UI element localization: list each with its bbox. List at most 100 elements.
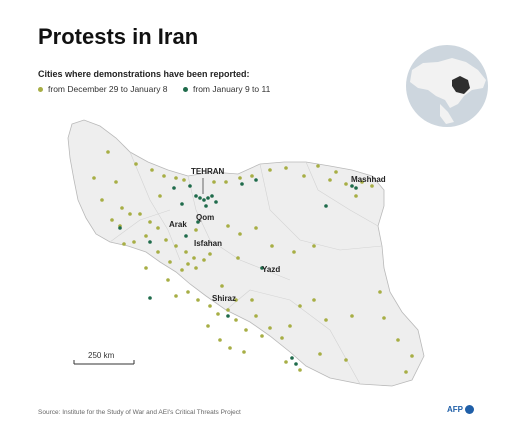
early-protest-marker (382, 316, 386, 320)
late-protest-marker (196, 220, 200, 224)
late-protest-marker (294, 362, 298, 366)
early-protest-marker (132, 240, 136, 244)
early-protest-marker (302, 174, 306, 178)
legend-item-late: from January 9 to 11 (183, 84, 270, 94)
early-protest-markers (92, 150, 414, 374)
early-protest-marker (174, 176, 178, 180)
early-protest-marker (226, 308, 230, 312)
early-protest-marker (212, 180, 216, 184)
late-protest-marker (290, 356, 294, 360)
credit-text: AFP (447, 405, 463, 414)
early-protest-marker (220, 284, 224, 288)
late-protest-markers (118, 178, 358, 366)
early-protest-marker (250, 174, 254, 178)
early-protest-marker (114, 180, 118, 184)
source-note: Source: Institute for the Study of War a… (38, 409, 241, 416)
early-protest-marker (206, 324, 210, 328)
early-protest-marker (216, 312, 220, 316)
early-protest-marker (138, 212, 142, 216)
legend-label-late: from January 9 to 11 (193, 84, 271, 94)
early-protest-marker (298, 304, 302, 308)
early-protest-marker (194, 266, 198, 270)
late-protest-marker (188, 184, 192, 188)
early-protest-marker (184, 250, 188, 254)
early-protest-marker (218, 338, 222, 342)
late-protest-marker (354, 186, 358, 190)
late-protest-marker (214, 200, 218, 204)
early-protest-marker (202, 258, 206, 262)
legend-heading: Cities where demonstrations have been re… (38, 69, 250, 79)
legend-item-early: from December 29 to January 8 (38, 84, 168, 94)
early-protest-marker (350, 314, 354, 318)
early-protest-marker (168, 260, 172, 264)
city-label-shiraz: Shiraz (212, 294, 237, 303)
city-label-yazd: Yazd (262, 265, 281, 274)
legend-dot-late (183, 86, 188, 92)
early-protest-marker (144, 266, 148, 270)
early-protest-marker (144, 234, 148, 238)
early-protest-marker (92, 176, 96, 180)
late-protest-marker (204, 204, 208, 208)
early-protest-marker (298, 368, 302, 372)
early-protest-marker (186, 262, 190, 266)
late-protest-marker (206, 196, 210, 200)
early-protest-marker (238, 176, 242, 180)
early-protest-marker (100, 198, 104, 202)
early-protest-marker (180, 268, 184, 272)
city-label-isfahan: Isfahan (194, 239, 223, 248)
early-protest-marker (128, 212, 132, 216)
late-protest-marker (260, 266, 264, 270)
map-title: Protests in Iran (38, 24, 199, 49)
early-protest-marker (292, 250, 296, 254)
early-protest-marker (156, 226, 160, 230)
credit-logo-dot (465, 405, 474, 414)
city-label-arak: Arak (169, 220, 187, 229)
late-protest-marker (202, 198, 206, 202)
late-protest-marker (194, 194, 198, 198)
early-protest-marker (110, 218, 114, 222)
early-protest-marker (354, 194, 358, 198)
late-protest-marker (226, 314, 230, 318)
early-protest-marker (106, 150, 110, 154)
early-protest-marker (134, 162, 138, 166)
scale-bar (73, 360, 135, 365)
early-protest-marker (234, 318, 238, 322)
early-protest-marker (268, 326, 272, 330)
early-protest-marker (328, 178, 332, 182)
late-protest-marker (350, 184, 354, 188)
early-protest-marker (396, 338, 400, 342)
late-protest-marker (198, 196, 202, 200)
late-protest-marker (184, 234, 188, 238)
early-protest-marker (284, 166, 288, 170)
early-protest-marker (236, 256, 240, 260)
early-protest-marker (254, 226, 258, 230)
early-protest-marker (312, 244, 316, 248)
early-protest-marker (158, 194, 162, 198)
early-protest-marker (242, 350, 246, 354)
early-protest-marker (288, 324, 292, 328)
early-protest-marker (324, 318, 328, 322)
credit-logo: AFP (447, 405, 474, 414)
early-protest-marker (270, 244, 274, 248)
early-protest-marker (316, 164, 320, 168)
late-protest-marker (148, 296, 152, 300)
legend-label-early: from December 29 to January 8 (48, 84, 168, 94)
early-protest-marker (122, 242, 126, 246)
early-protest-marker (166, 278, 170, 282)
early-protest-marker (254, 314, 258, 318)
city-label-mashhad: Mashhad (351, 175, 386, 184)
early-protest-marker (378, 290, 382, 294)
early-protest-marker (344, 182, 348, 186)
early-protest-marker (238, 232, 242, 236)
iran-land (67, 119, 425, 387)
early-protest-marker (318, 352, 322, 356)
early-protest-marker (244, 328, 248, 332)
late-protest-marker (240, 182, 244, 186)
early-protest-marker (410, 354, 414, 358)
province-borders (109, 151, 383, 385)
late-protest-marker (254, 178, 258, 182)
early-protest-marker (208, 304, 212, 308)
early-protest-marker (148, 220, 152, 224)
early-protest-marker (186, 290, 190, 294)
